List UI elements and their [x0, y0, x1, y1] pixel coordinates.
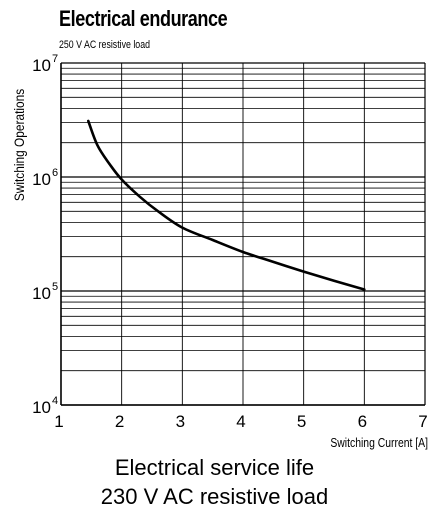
y-tick-exponent: 4: [52, 395, 58, 407]
chart-title: Electrical endurance: [59, 6, 228, 31]
y-tick-label: 10: [32, 56, 51, 75]
y-axis-label: Switching Operations: [11, 88, 27, 201]
y-tick-label: 10: [32, 284, 51, 303]
chart-axes: [60, 62, 426, 406]
x-tick-label: 5: [297, 412, 306, 431]
y-tick-exponent: 6: [52, 167, 58, 179]
x-tick-label: 6: [358, 412, 367, 431]
y-tick-exponent: 5: [52, 281, 58, 293]
endurance-curve: [87, 119, 366, 291]
x-axis-label: Switching Current [A]: [330, 436, 428, 450]
x-tick-label: 3: [176, 412, 185, 431]
caption-title: Electrical service life: [114, 455, 315, 480]
x-tick-label: 7: [418, 412, 427, 431]
y-tick-exponent: 7: [52, 53, 58, 65]
chart-subtitle: 250 V AC resistive load: [59, 39, 150, 51]
x-tick-label: 4: [236, 412, 245, 431]
chart-grid: [60, 63, 426, 406]
caption-subtitle: 230 V AC resistive load: [100, 484, 329, 509]
x-tick-label: 2: [115, 412, 124, 431]
y-tick-label: 10: [32, 398, 51, 417]
y-tick-label: 10: [32, 170, 51, 189]
x-tick-label: 1: [54, 412, 63, 431]
chart-series: [87, 119, 366, 291]
